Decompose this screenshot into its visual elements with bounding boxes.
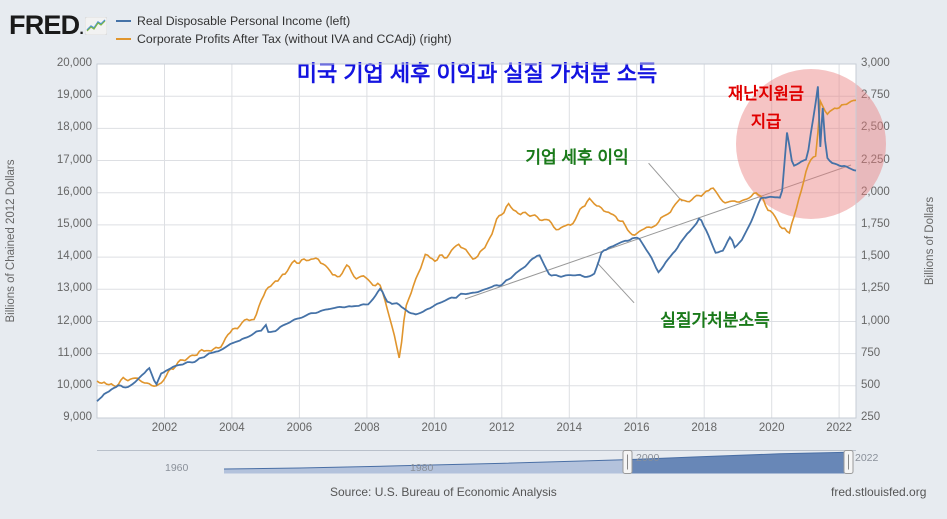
svg-text:미국 기업 세후 이익과 실질 가처분 소득: 미국 기업 세후 이익과 실질 가처분 소득 [297, 61, 658, 86]
svg-text:기업 세후 이익: 기업 세후 이익 [525, 147, 628, 167]
svg-text:지급: 지급 [751, 112, 781, 131]
svg-text:2022: 2022 [855, 452, 879, 464]
svg-text:2000: 2000 [636, 452, 660, 464]
svg-text:Billions of Dollars: Billions of Dollars [924, 197, 936, 285]
svg-text:재난지원금: 재난지원금 [728, 84, 804, 103]
svg-text:1980: 1980 [410, 462, 434, 474]
svg-text:실질가처분소득: 실질가처분소득 [660, 310, 770, 330]
svg-text:1960: 1960 [165, 462, 189, 474]
svg-text:Billions of Chained 2012 Dolla: Billions of Chained 2012 Dollars [5, 159, 17, 322]
